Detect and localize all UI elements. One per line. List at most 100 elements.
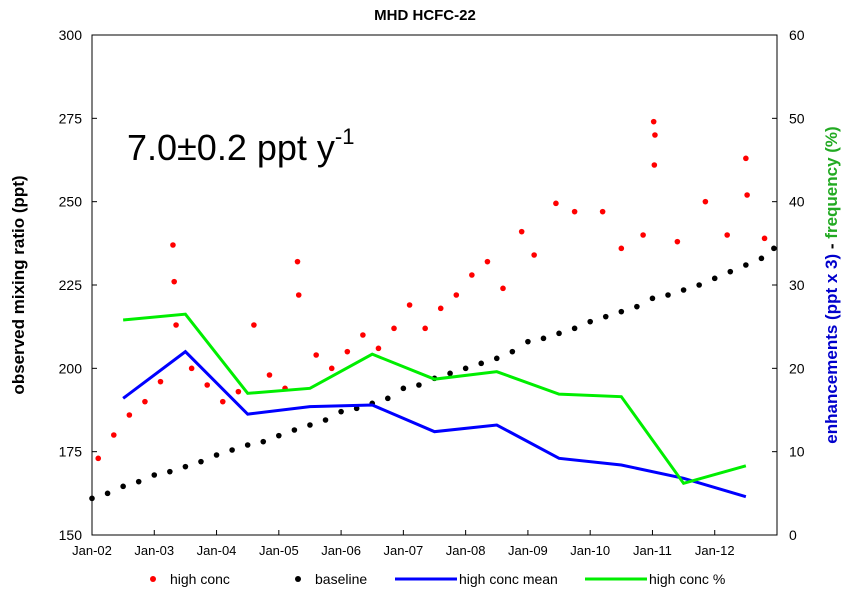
y-tick-label: 225 — [59, 277, 83, 293]
y2-label-part: frequency (%) — [822, 126, 841, 238]
scatter-point — [167, 468, 173, 475]
y2-tick-label: 10 — [789, 444, 805, 460]
scatter-point — [170, 242, 176, 248]
scatter-point — [406, 302, 413, 308]
y-tick-label: 275 — [59, 110, 83, 126]
scatter-point — [188, 365, 195, 372]
scatter-point — [276, 432, 282, 439]
x-tick-label: Jan-04 — [197, 543, 237, 558]
x-tick-label: Jan-12 — [695, 543, 735, 558]
scatter-point — [553, 200, 559, 207]
scatter-point — [702, 198, 709, 205]
scatter-point — [173, 322, 179, 328]
scatter-point — [104, 490, 111, 497]
scatter-point — [665, 292, 671, 298]
chart-title: MHD HCFC-22 — [374, 7, 476, 24]
scatter-point — [500, 285, 506, 292]
scatter-point — [650, 118, 657, 125]
scatter-point — [198, 458, 204, 465]
y2-tick-label: 30 — [789, 277, 805, 293]
x-tick-label: Jan-11 — [633, 543, 672, 558]
scatter-point — [758, 255, 765, 262]
line-series — [122, 312, 747, 486]
scatter-point — [266, 372, 273, 378]
y2-axis-label: enhancements (ppt x 3) - frequency (%) — [822, 126, 841, 443]
scatter-point — [571, 325, 578, 332]
y2-tick-label: 0 — [789, 527, 797, 543]
y-tick-label: 250 — [59, 194, 83, 210]
scatter-point — [556, 330, 562, 337]
y-tick-label: 150 — [59, 527, 83, 543]
scatter-point — [295, 292, 302, 298]
scatter-point — [204, 382, 211, 388]
legend-label: high conc mean — [459, 571, 558, 587]
scatter-point — [422, 325, 428, 332]
legend-marker — [150, 576, 156, 582]
scatter-point — [437, 305, 444, 312]
scatter-point — [89, 495, 95, 502]
scatter-point — [525, 338, 531, 345]
x-tick-label: Jan-07 — [383, 543, 423, 558]
scatter-point — [484, 258, 491, 265]
x-tick-label: Jan-06 — [321, 543, 361, 558]
scatter-point — [599, 208, 606, 215]
scatter-point — [260, 438, 267, 445]
scatter-point — [171, 278, 177, 285]
scatter-point — [618, 308, 625, 315]
scatter-point — [462, 365, 469, 372]
x-tick-label: Jan-10 — [570, 543, 610, 558]
y-tick-label: 175 — [59, 444, 83, 460]
scatter-point — [711, 275, 718, 282]
annotation: 7.0±0.2 ppt y-1 — [127, 124, 354, 168]
scatter-point — [375, 345, 382, 352]
scatter-point — [344, 348, 351, 355]
scatter-point — [743, 262, 749, 268]
scatter-point — [618, 245, 625, 252]
y2-label-part: enhancements (ppt x 3) — [822, 254, 841, 444]
scatter-point — [416, 382, 422, 388]
scatter-point — [571, 208, 578, 215]
x-tick-label: Jan-09 — [508, 543, 548, 558]
scatter-point — [219, 398, 226, 405]
x-tick-label: Jan-05 — [259, 543, 299, 558]
scatter-point — [391, 325, 397, 332]
scatter-point — [587, 318, 593, 325]
y-tick-label: 200 — [59, 360, 83, 376]
scatter-point — [771, 245, 777, 252]
scatter-point — [743, 155, 749, 162]
scatter-point — [291, 427, 298, 433]
plot-frame — [91, 34, 778, 536]
y2-label-part: - — [822, 243, 841, 249]
scatter-point — [151, 472, 158, 478]
scatter-point — [360, 332, 366, 338]
scatter-point — [142, 398, 148, 405]
scatter-point — [213, 452, 220, 458]
y2-tick-label: 40 — [789, 194, 805, 210]
scatter-point — [110, 432, 117, 438]
y2-tick-label: 50 — [789, 110, 805, 126]
scatter-point — [400, 385, 407, 392]
legend-label: high conc % — [649, 571, 725, 587]
scatter-point — [724, 232, 730, 238]
scatter-point — [157, 378, 164, 385]
scatter-point — [384, 395, 391, 402]
scatter-point — [447, 370, 453, 377]
scatter-point — [307, 422, 313, 428]
annotation-superscript: -1 — [335, 124, 355, 149]
scatter-point — [229, 447, 235, 453]
y2-tick-label: 60 — [789, 27, 805, 43]
x-tick-label: Jan-08 — [446, 543, 486, 558]
scatter-point — [328, 365, 335, 372]
scatter-point — [696, 282, 702, 288]
scatter-point — [652, 132, 658, 138]
scatter-point — [182, 463, 189, 470]
annotation-text: 7.0±0.2 ppt y — [127, 127, 335, 168]
scatter-point — [235, 388, 242, 395]
scatter-point — [634, 303, 640, 310]
scatter-point — [478, 360, 485, 367]
scatter-point — [744, 192, 750, 198]
scatter-point — [469, 272, 475, 278]
scatter-point — [322, 417, 329, 423]
scatter-point — [135, 478, 142, 485]
